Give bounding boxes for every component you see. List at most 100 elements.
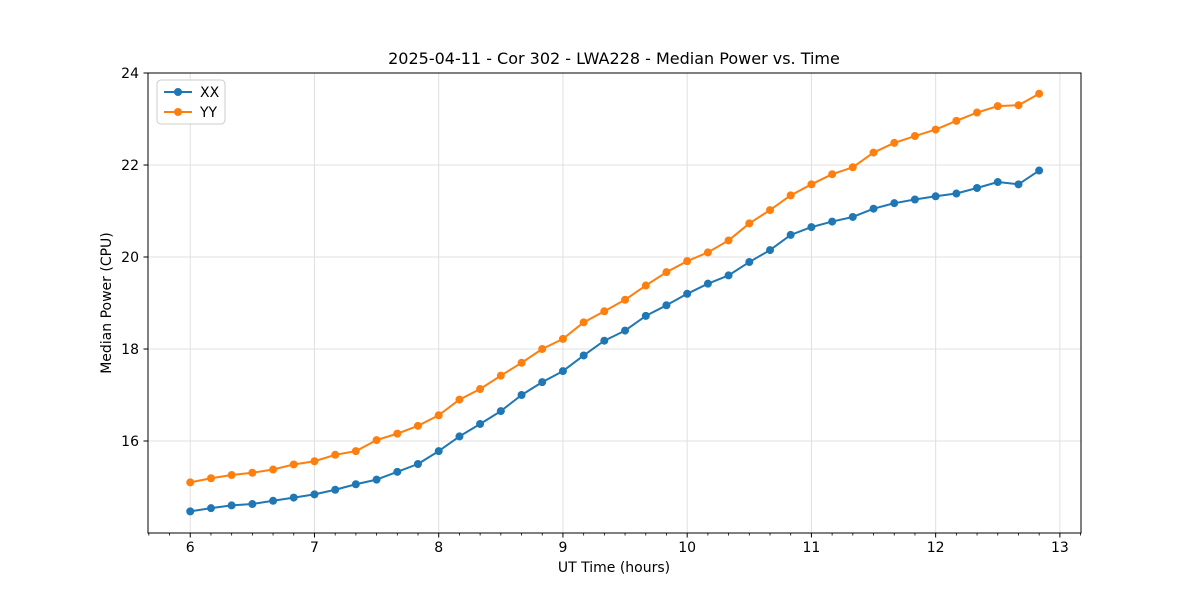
data-point-YY [206, 474, 215, 483]
data-point-YY [1014, 101, 1023, 110]
data-point-XX [289, 493, 298, 502]
x-axis-label: UT Time (hours) [558, 560, 670, 576]
data-point-YY [393, 429, 402, 438]
data-point-XX [683, 289, 692, 298]
data-point-YY [538, 345, 547, 353]
data-point-XX [558, 367, 567, 376]
x-tick-label: 11 [802, 540, 820, 556]
data-point-XX [973, 184, 982, 192]
legend-label-XX: XX [200, 85, 220, 101]
data-point-YY [683, 257, 692, 266]
data-point-XX [662, 301, 671, 310]
data-point-XX [372, 475, 381, 484]
data-point-XX [310, 490, 319, 499]
data-point-YY [641, 281, 650, 290]
data-point-YY [517, 358, 526, 367]
data-point-YY [351, 447, 360, 456]
data-point-XX [703, 279, 712, 288]
data-point-XX [890, 199, 899, 208]
y-tick-label: 18 [121, 342, 139, 358]
data-point-XX [434, 447, 443, 456]
data-point-XX [351, 480, 360, 489]
data-point-YY [910, 132, 919, 141]
y-tick-label: 16 [121, 434, 139, 450]
data-point-YY [413, 421, 422, 430]
data-point-YY [186, 478, 195, 487]
data-point-YY [848, 163, 857, 172]
data-point-YY [807, 180, 816, 189]
data-point-XX [910, 195, 919, 204]
data-point-YY [703, 248, 712, 257]
series-YY [186, 89, 1044, 487]
x-tick-label: 8 [434, 540, 443, 556]
data-point-YY [890, 138, 899, 147]
data-point-XX [455, 432, 464, 441]
data-point-YY [331, 450, 340, 459]
data-point-XX [248, 500, 257, 509]
data-point-YY [579, 318, 588, 327]
data-point-XX [869, 204, 878, 213]
data-point-YY [1035, 89, 1044, 98]
data-point-YY [993, 102, 1002, 111]
x-tick-label: 10 [678, 540, 696, 556]
x-tick-label: 6 [186, 540, 195, 556]
data-point-XX [1014, 180, 1023, 189]
x-tick-label: 9 [558, 540, 567, 556]
data-point-XX [413, 460, 422, 468]
y-tick-label: 22 [121, 158, 139, 174]
data-point-XX [724, 271, 733, 280]
x-tick-label: 13 [1051, 540, 1069, 556]
data-series [186, 89, 1044, 516]
data-point-XX [993, 178, 1002, 187]
series-line-YY [189, 92, 1041, 484]
data-point-YY [869, 148, 878, 157]
data-point-YY [621, 295, 630, 304]
plot-border [147, 72, 1082, 534]
data-point-XX [517, 391, 526, 399]
data-point-XX [766, 246, 775, 255]
axis-ticks: 6 7 8 9 10 11 12 13 16 18 20 22 24 [121, 66, 1081, 556]
data-point-XX [538, 378, 547, 387]
x-tick-label: 7 [310, 540, 319, 556]
data-point-XX [1035, 166, 1044, 175]
data-point-YY [434, 411, 443, 420]
data-point-YY [227, 471, 236, 480]
data-point-YY [745, 219, 754, 228]
data-point-YY [310, 457, 319, 466]
y-tick-label: 20 [121, 250, 139, 266]
y-axis-label: Median Power (CPU) [99, 232, 115, 374]
data-point-XX [269, 496, 278, 505]
legend: XX YY [156, 79, 226, 125]
data-point-YY [973, 108, 982, 117]
data-point-XX [600, 336, 609, 345]
data-point-YY [558, 334, 567, 343]
legend-marker-XX [174, 88, 182, 96]
y-tick-label: 24 [121, 66, 139, 82]
data-point-YY [600, 307, 609, 316]
chart-title: 2025-04-11 - Cor 302 - LWA228 - Median P… [388, 49, 840, 68]
series-XX [186, 166, 1044, 516]
data-point-YY [496, 371, 505, 380]
data-point-XX [807, 223, 816, 232]
data-point-XX [496, 407, 505, 416]
data-point-YY [724, 236, 733, 245]
legend-marker-YY [174, 108, 182, 116]
data-point-XX [745, 258, 754, 267]
grid-lines [148, 72, 1081, 533]
data-point-XX [621, 326, 630, 335]
data-point-XX [227, 501, 236, 510]
data-point-XX [393, 467, 402, 476]
data-point-XX [579, 351, 588, 360]
data-point-XX [476, 419, 485, 428]
x-tick-label: 12 [927, 540, 945, 556]
data-point-XX [828, 217, 837, 226]
data-point-XX [952, 189, 961, 198]
data-point-YY [931, 125, 940, 134]
data-point-XX [641, 311, 650, 320]
data-point-YY [828, 170, 837, 179]
data-point-XX [331, 485, 340, 494]
legend-label-YY: YY [199, 105, 218, 121]
data-point-XX [206, 504, 215, 513]
